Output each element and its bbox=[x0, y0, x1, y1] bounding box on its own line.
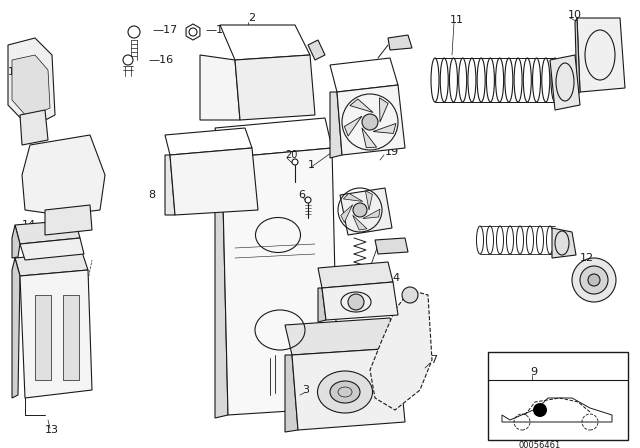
Polygon shape bbox=[215, 158, 228, 418]
Text: 19: 19 bbox=[385, 147, 399, 157]
Circle shape bbox=[348, 294, 364, 310]
Polygon shape bbox=[577, 18, 625, 92]
Circle shape bbox=[292, 159, 298, 165]
Polygon shape bbox=[165, 155, 175, 215]
Polygon shape bbox=[370, 290, 432, 410]
Polygon shape bbox=[170, 148, 258, 215]
Text: 12: 12 bbox=[580, 253, 594, 263]
Text: —16: —16 bbox=[148, 55, 173, 65]
Bar bbox=[35, 295, 51, 380]
Text: 4: 4 bbox=[392, 273, 399, 283]
Polygon shape bbox=[318, 262, 393, 288]
Polygon shape bbox=[215, 118, 332, 158]
Text: 14: 14 bbox=[22, 220, 36, 230]
Polygon shape bbox=[12, 225, 20, 258]
Text: —18: —18 bbox=[205, 25, 230, 35]
Text: 2: 2 bbox=[248, 13, 255, 23]
Polygon shape bbox=[388, 35, 412, 50]
Text: 13: 13 bbox=[45, 425, 59, 435]
Circle shape bbox=[128, 26, 140, 38]
Polygon shape bbox=[45, 205, 92, 235]
Text: 9: 9 bbox=[530, 367, 537, 377]
Polygon shape bbox=[292, 348, 405, 430]
Polygon shape bbox=[220, 25, 310, 60]
Polygon shape bbox=[15, 252, 88, 276]
Polygon shape bbox=[337, 85, 405, 155]
Circle shape bbox=[580, 266, 608, 294]
Polygon shape bbox=[20, 238, 84, 260]
Polygon shape bbox=[285, 355, 298, 432]
Bar bbox=[488, 352, 628, 440]
Text: 1: 1 bbox=[308, 160, 315, 170]
Text: 11: 11 bbox=[450, 15, 464, 25]
Text: 3: 3 bbox=[302, 385, 309, 395]
Circle shape bbox=[123, 55, 133, 65]
Polygon shape bbox=[380, 98, 388, 122]
Circle shape bbox=[353, 203, 367, 217]
Text: 15: 15 bbox=[8, 67, 22, 77]
Polygon shape bbox=[308, 40, 325, 60]
Polygon shape bbox=[222, 148, 338, 415]
Polygon shape bbox=[350, 99, 373, 112]
Polygon shape bbox=[22, 135, 105, 215]
Polygon shape bbox=[550, 55, 580, 110]
Polygon shape bbox=[362, 128, 376, 148]
Polygon shape bbox=[340, 205, 353, 223]
Polygon shape bbox=[343, 194, 363, 202]
Polygon shape bbox=[575, 18, 580, 95]
Polygon shape bbox=[353, 215, 367, 230]
Text: 8: 8 bbox=[148, 190, 155, 200]
Polygon shape bbox=[15, 220, 80, 244]
Text: 00056461: 00056461 bbox=[519, 440, 561, 448]
Circle shape bbox=[362, 114, 378, 130]
Polygon shape bbox=[12, 55, 50, 118]
Circle shape bbox=[533, 403, 547, 417]
Text: 10: 10 bbox=[568, 10, 582, 20]
Circle shape bbox=[305, 197, 311, 203]
Ellipse shape bbox=[317, 371, 372, 413]
Polygon shape bbox=[165, 128, 252, 155]
Polygon shape bbox=[235, 55, 315, 120]
Polygon shape bbox=[502, 398, 612, 422]
Text: 20: 20 bbox=[285, 150, 298, 160]
Polygon shape bbox=[20, 270, 92, 398]
Polygon shape bbox=[285, 318, 398, 355]
Polygon shape bbox=[552, 228, 576, 258]
Polygon shape bbox=[8, 38, 55, 128]
Polygon shape bbox=[363, 209, 380, 219]
Polygon shape bbox=[200, 55, 240, 120]
Polygon shape bbox=[344, 116, 362, 136]
Polygon shape bbox=[330, 92, 342, 158]
Polygon shape bbox=[375, 238, 408, 254]
Polygon shape bbox=[186, 24, 200, 40]
Polygon shape bbox=[373, 124, 396, 134]
Polygon shape bbox=[12, 258, 20, 398]
Polygon shape bbox=[340, 188, 392, 235]
Text: —17: —17 bbox=[152, 25, 177, 35]
Polygon shape bbox=[365, 191, 372, 210]
Text: 7: 7 bbox=[430, 355, 437, 365]
Polygon shape bbox=[330, 58, 398, 92]
Circle shape bbox=[402, 287, 418, 303]
Ellipse shape bbox=[330, 381, 360, 403]
Polygon shape bbox=[322, 282, 398, 320]
Circle shape bbox=[572, 258, 616, 302]
Polygon shape bbox=[20, 110, 48, 145]
Polygon shape bbox=[318, 288, 326, 322]
Circle shape bbox=[588, 274, 600, 286]
Text: 5: 5 bbox=[375, 195, 382, 205]
Bar bbox=[63, 295, 79, 380]
Text: 6: 6 bbox=[298, 190, 305, 200]
